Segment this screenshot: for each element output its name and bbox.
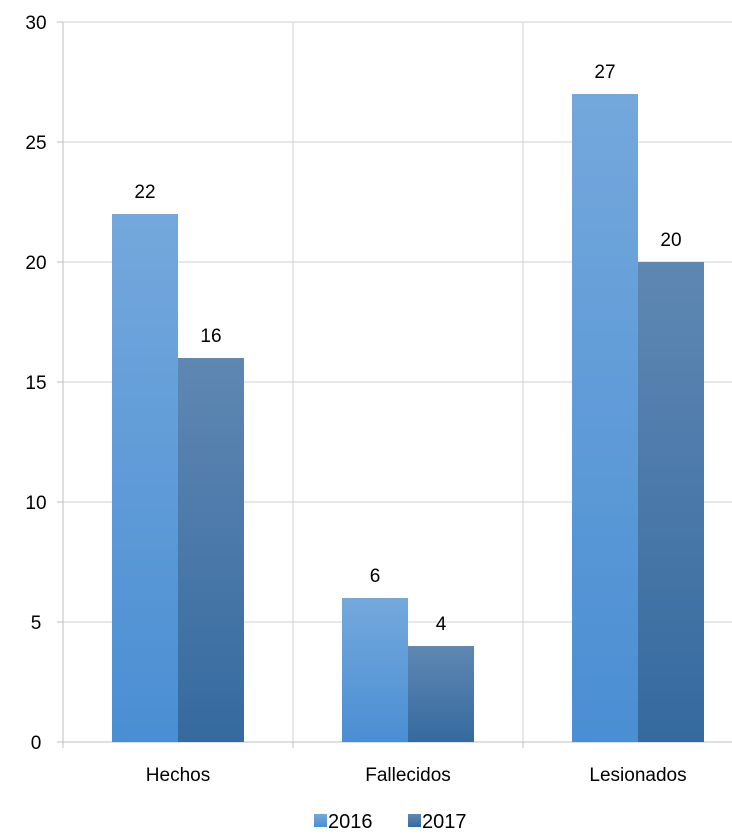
y-tick-label: 25 (25, 133, 46, 154)
legend-label-2016: 2016 (328, 811, 373, 833)
y-tick-label: 5 (31, 613, 42, 634)
data-label-2017-lesionados: 20 (660, 230, 681, 251)
y-tick-label: 15 (25, 373, 46, 394)
bars (112, 94, 704, 742)
labels: 0 5 10 15 20 25 30 22 16 Hechos 6 4 Fallecidos 27 20 Le… (25, 13, 686, 786)
x-category-label: Fallecidos (365, 765, 451, 786)
bar-2016-lesionados (572, 94, 638, 742)
data-label-2016-hechos: 22 (134, 182, 155, 203)
x-category-label: Lesionados (589, 765, 686, 786)
y-tick-label: 20 (25, 253, 46, 274)
y-tick-label: 10 (25, 493, 46, 514)
data-label-2017-fallecidos: 4 (436, 614, 447, 635)
data-label-2016-lesionados: 27 (594, 62, 615, 83)
legend-label-2017: 2017 (422, 811, 467, 833)
legend: 2016 2017 (314, 811, 467, 833)
legend-swatch-2016 (314, 814, 327, 827)
bar-2017-lesionados (638, 262, 704, 742)
data-label-2017-hechos: 16 (200, 326, 221, 347)
bar-2017-hechos (178, 358, 244, 742)
bar-2016-fallecidos (342, 598, 408, 742)
y-tick-label: 0 (31, 733, 42, 754)
bar-2016-hechos (112, 214, 178, 742)
legend-swatch-2017 (408, 814, 421, 827)
bar-2017-fallecidos (408, 646, 474, 742)
x-category-label: Hechos (146, 765, 210, 786)
y-tick-label: 30 (25, 13, 46, 34)
data-label-2016-fallecidos: 6 (370, 566, 381, 587)
